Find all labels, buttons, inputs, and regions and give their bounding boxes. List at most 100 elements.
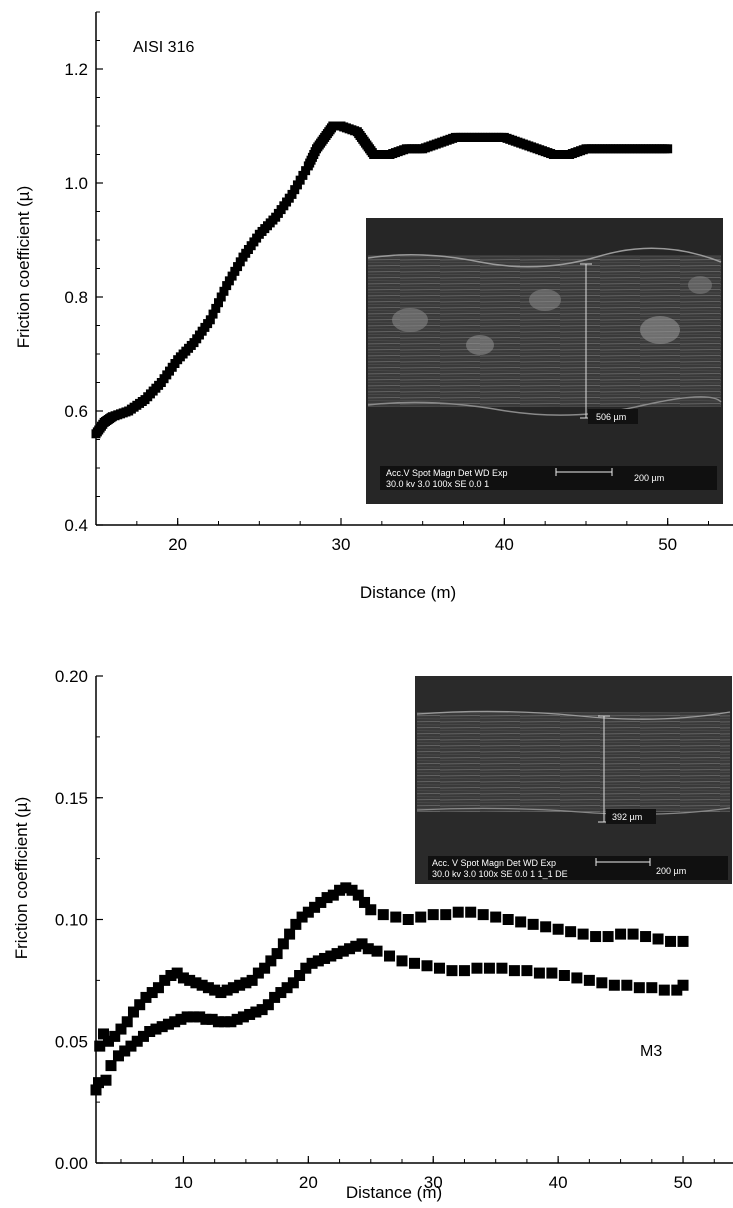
y-tick-label: 0.8	[64, 288, 88, 307]
data-point	[646, 982, 658, 994]
data-point	[212, 1016, 224, 1028]
data-point	[214, 298, 223, 308]
data-point	[340, 882, 352, 894]
data-point	[105, 1060, 117, 1072]
data-point	[558, 970, 570, 982]
data-point	[202, 982, 214, 994]
chart-panel-aisi316: 20 30 40 50 0.4 0.6 0.8 1.0 1.2 506 µm Acc.V Spo…	[14, 11, 733, 602]
sem-scale-label: 200 µm	[656, 866, 686, 876]
data-point	[527, 918, 539, 930]
data-point	[301, 166, 311, 176]
data-point	[231, 1013, 243, 1025]
x-tick-label: 30	[424, 1173, 443, 1192]
data-point	[144, 1026, 156, 1038]
data-point	[109, 1030, 121, 1042]
data-point	[346, 884, 358, 896]
data-point	[590, 931, 602, 943]
data-point	[402, 914, 414, 925]
data-point	[237, 1011, 249, 1023]
data-point	[384, 950, 396, 962]
y-tick-label: 0.05	[55, 1032, 88, 1051]
data-point	[540, 921, 552, 933]
data-point	[205, 315, 215, 325]
data-point	[131, 1035, 143, 1047]
data-point	[452, 906, 464, 918]
data-point	[315, 896, 327, 908]
data-point	[159, 974, 171, 986]
data-point	[262, 999, 274, 1011]
data-point	[281, 982, 293, 994]
plot-axes: 20 30 40 50 0.4 0.6 0.8 1.0 1.2	[64, 11, 733, 554]
data-point	[152, 982, 164, 994]
data-point	[633, 982, 645, 994]
data-point	[508, 965, 520, 977]
data-point	[287, 977, 299, 989]
data-point	[287, 189, 297, 199]
data-point	[577, 928, 589, 940]
data-point	[344, 943, 356, 955]
data-point	[190, 977, 202, 989]
data-point	[306, 957, 318, 969]
data-point	[225, 1016, 237, 1028]
data-point	[490, 911, 502, 923]
data-point	[224, 276, 234, 286]
data-point	[209, 984, 221, 996]
data-point	[150, 1023, 162, 1035]
chart-panel-m3: 10 20 30 40 50 0.00 0.05 0.10 0.15 0.20 392 µm Ac…	[12, 667, 733, 1202]
data-point	[356, 938, 368, 950]
y-tick-label: 1.2	[64, 60, 88, 79]
data-point	[252, 967, 264, 979]
data-point	[483, 962, 495, 974]
data-point	[234, 979, 246, 991]
data-point	[112, 1050, 124, 1062]
data-point	[415, 911, 427, 923]
data-point	[230, 266, 240, 276]
y-tick-label: 0.6	[64, 402, 88, 421]
data-point	[246, 974, 258, 986]
data-point	[181, 1011, 193, 1023]
sem-inset-image: 506 µm Acc.V Spot Magn Det WD Exp 30.0 k…	[366, 218, 723, 504]
y-axis-title: Friction coefficient (µ)	[12, 797, 31, 960]
data-point	[92, 1077, 104, 1089]
data-point	[583, 974, 595, 986]
data-point	[94, 1040, 106, 1052]
y-tick-label: 0.15	[55, 789, 88, 808]
plot-axes: 10 20 30 40 50 0.00 0.05 0.10 0.15 0.20	[55, 667, 733, 1192]
data-point	[552, 923, 564, 935]
data-point	[298, 170, 308, 180]
data-point	[290, 185, 300, 195]
sem-info-line1: Acc.V Spot Magn Det WD Exp	[386, 468, 508, 478]
data-point	[471, 962, 483, 974]
data-point	[290, 918, 302, 930]
data-point	[250, 1006, 262, 1018]
y-tick-label: 0.10	[55, 911, 88, 930]
data-point	[677, 935, 689, 947]
data-point	[206, 1013, 218, 1025]
data-point	[658, 984, 670, 996]
data-point	[377, 909, 389, 921]
data-point	[334, 884, 346, 896]
data-point	[156, 1021, 168, 1033]
data-point	[97, 1028, 109, 1040]
data-point	[277, 938, 289, 950]
data-point	[521, 965, 533, 977]
data-point	[309, 901, 321, 913]
data-point	[365, 904, 377, 916]
data-point	[300, 962, 312, 974]
data-point	[269, 991, 281, 1003]
data-point	[652, 933, 664, 945]
data-point	[440, 909, 452, 921]
data-point	[302, 906, 314, 918]
data-point	[244, 1008, 256, 1020]
data-point	[284, 928, 296, 940]
data-point	[100, 1074, 112, 1086]
data-point	[233, 262, 243, 272]
data-point	[319, 952, 331, 964]
y-tick-label: 0.4	[64, 516, 88, 535]
y-axis-title: Friction coefficient (µ)	[14, 186, 33, 349]
data-point	[321, 892, 333, 904]
data-point	[187, 1011, 199, 1023]
data-point	[162, 1018, 174, 1030]
data-point	[265, 955, 277, 967]
x-tick-label: 50	[658, 535, 677, 554]
